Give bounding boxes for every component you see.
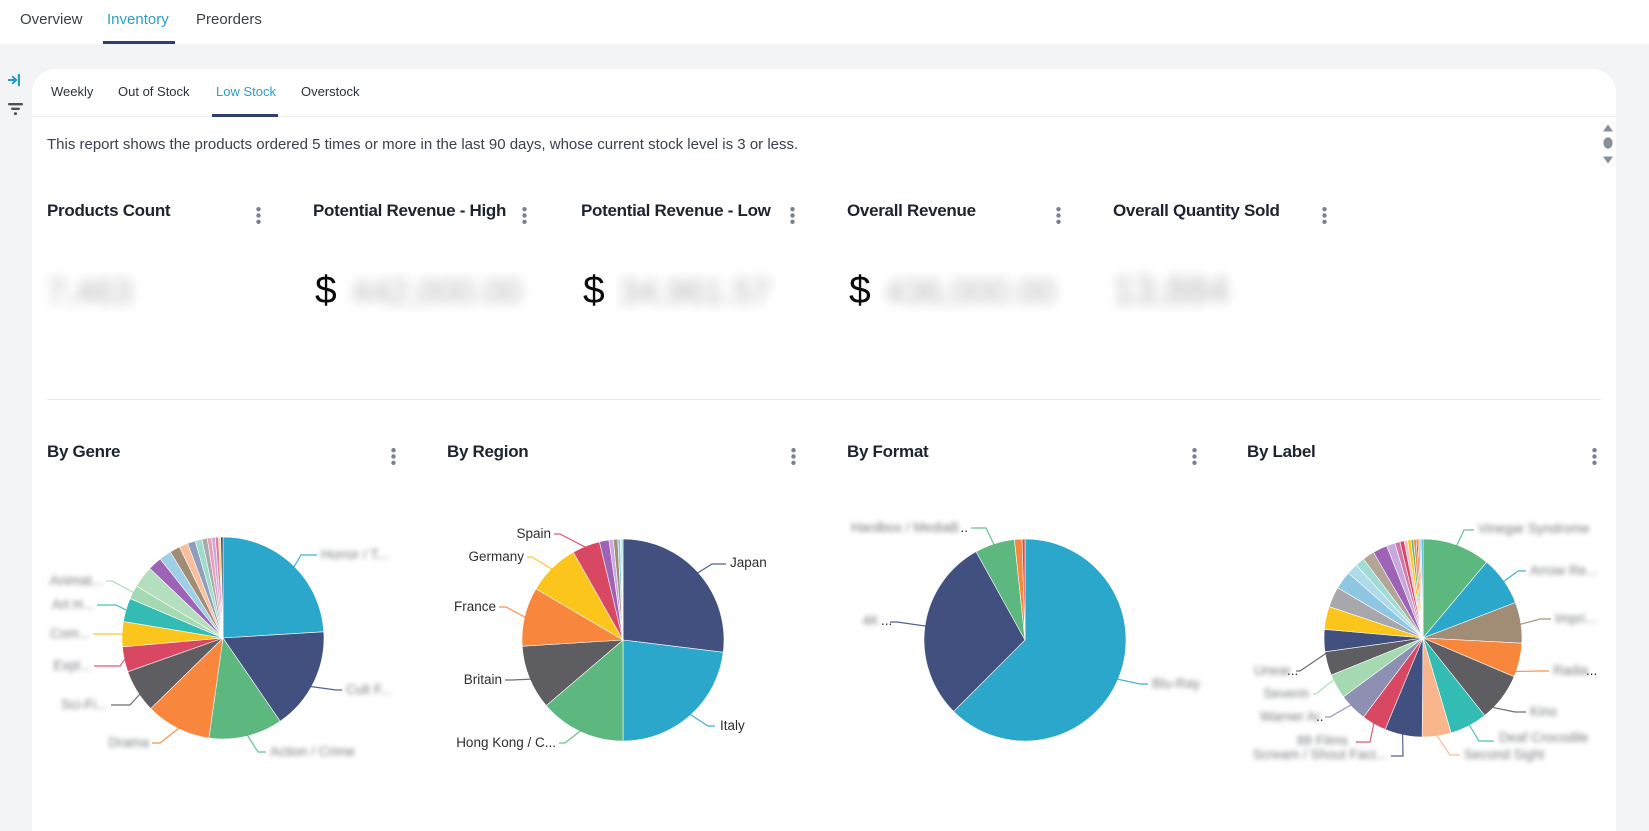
svg-text:Arrow Re...: Arrow Re...: [1530, 563, 1598, 578]
svg-text:Germany: Germany: [468, 549, 524, 564]
svg-text:Animat...: Animat...: [50, 573, 103, 588]
svg-text:Drama: Drama: [108, 735, 149, 750]
svg-text:Kino: Kino: [1530, 704, 1557, 719]
svg-text:Second Sight: Second Sight: [1464, 747, 1545, 762]
svg-text:Blu-Ray: Blu-Ray: [1152, 676, 1200, 691]
svg-text:France: France: [454, 599, 496, 614]
svg-text:...: ...: [881, 613, 892, 628]
svg-text:Britain: Britain: [464, 672, 502, 687]
svg-text:Art H...: Art H...: [52, 597, 94, 612]
svg-text:Hardbox / MediaB: Hardbox / MediaB: [851, 520, 959, 535]
svg-text:...: ...: [1586, 663, 1597, 678]
svg-text:Japan: Japan: [730, 555, 767, 570]
svg-text:Deaf Crocodile: Deaf Crocodile: [1499, 730, 1588, 745]
svg-text:Warner Ar: Warner Ar: [1260, 709, 1321, 724]
svg-text:Italy: Italy: [720, 718, 745, 733]
svg-text:Vinegar Syndrome: Vinegar Syndrome: [1478, 521, 1590, 536]
svg-text:Severin: Severin: [1263, 686, 1309, 701]
svg-text:Unear: Unear: [1254, 663, 1291, 678]
svg-text:Horror / T...: Horror / T...: [321, 547, 388, 562]
svg-text:Action / Crime: Action / Crime: [270, 744, 355, 759]
svg-text:Expl...: Expl...: [53, 658, 91, 673]
svg-text:4K: 4K: [862, 613, 879, 628]
svg-text:Radia: Radia: [1553, 663, 1589, 678]
svg-text:..: ..: [961, 520, 969, 535]
svg-text:Sci-Fi...: Sci-Fi...: [61, 697, 107, 712]
svg-text:Com...: Com...: [50, 626, 90, 641]
svg-text:88 Films: 88 Films: [1297, 733, 1348, 748]
svg-text:...: ...: [1287, 663, 1298, 678]
svg-text:Scream / Shout Fact...: Scream / Shout Fact...: [1253, 747, 1387, 762]
svg-text:..: ..: [1316, 709, 1324, 724]
svg-text:Cult F...: Cult F...: [346, 682, 392, 697]
svg-text:Hong Kong / C...: Hong Kong / C...: [456, 735, 556, 750]
svg-text:Impri...: Impri...: [1555, 611, 1596, 626]
svg-text:Spain: Spain: [516, 526, 551, 541]
